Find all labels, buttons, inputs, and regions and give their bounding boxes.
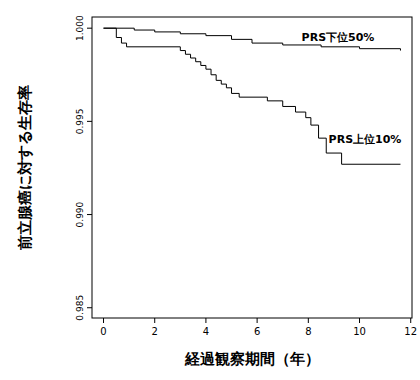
x-tick — [154, 318, 155, 323]
y-tick — [87, 121, 92, 122]
x-tick-label: 2 — [152, 326, 158, 337]
x-tick-label: 0 — [100, 326, 106, 337]
x-tick — [205, 318, 206, 323]
y-tick-label: 0.995 — [75, 108, 85, 134]
x-tick-label: 8 — [305, 326, 311, 337]
y-tick-label: 0.985 — [75, 295, 85, 321]
y-tick — [87, 28, 92, 29]
y-tick-label: 0.990 — [75, 201, 85, 227]
x-tick — [308, 318, 309, 323]
x-tick-label: 12 — [404, 326, 417, 337]
y-tick — [87, 307, 92, 308]
x-tick — [257, 318, 258, 323]
x-tick-label: 4 — [203, 326, 209, 337]
chart: 0 2 4 6 8 10 12 0.985 0.990 0.995 1.000 経過観察期間（年） 前立… — [0, 0, 420, 380]
x-tick — [410, 318, 411, 323]
series-group — [104, 28, 401, 164]
series-label: PRS下位50% — [302, 31, 375, 44]
plot-frame — [92, 17, 412, 318]
x-tick-label: 10 — [353, 326, 366, 337]
survival-line — [104, 28, 401, 164]
y-axis-label: 前立腺癌に対する生存率 — [16, 85, 34, 251]
y-tick-label: 1.000 — [75, 15, 85, 41]
y-tick — [87, 214, 92, 215]
x-tick — [103, 318, 104, 323]
x-axis-label: 経過観察期間（年） — [184, 350, 320, 368]
series-label: PRS上位10% — [329, 133, 402, 146]
x-tick — [359, 318, 360, 323]
x-tick-label: 6 — [254, 326, 260, 337]
